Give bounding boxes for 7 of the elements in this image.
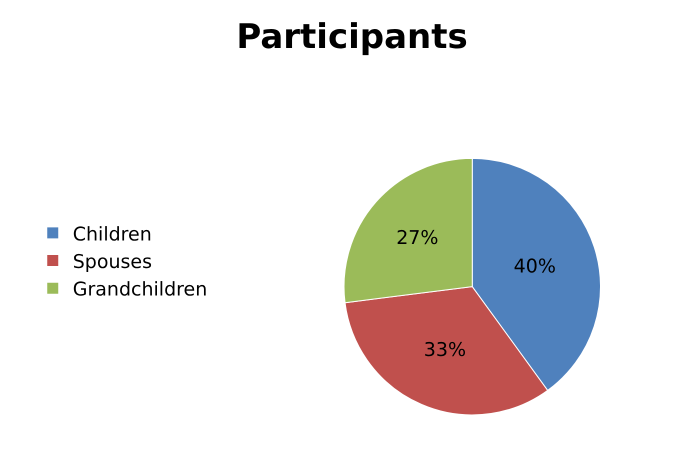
chart-title: Participants	[236, 17, 468, 58]
data-label: 33%	[424, 338, 466, 361]
legend-label: Spouses	[72, 250, 152, 273]
data-label: 27%	[396, 227, 438, 250]
legend-label: Grandchildren	[72, 278, 208, 301]
legend-label: Children	[72, 223, 152, 246]
data-label: 40%	[514, 255, 556, 278]
